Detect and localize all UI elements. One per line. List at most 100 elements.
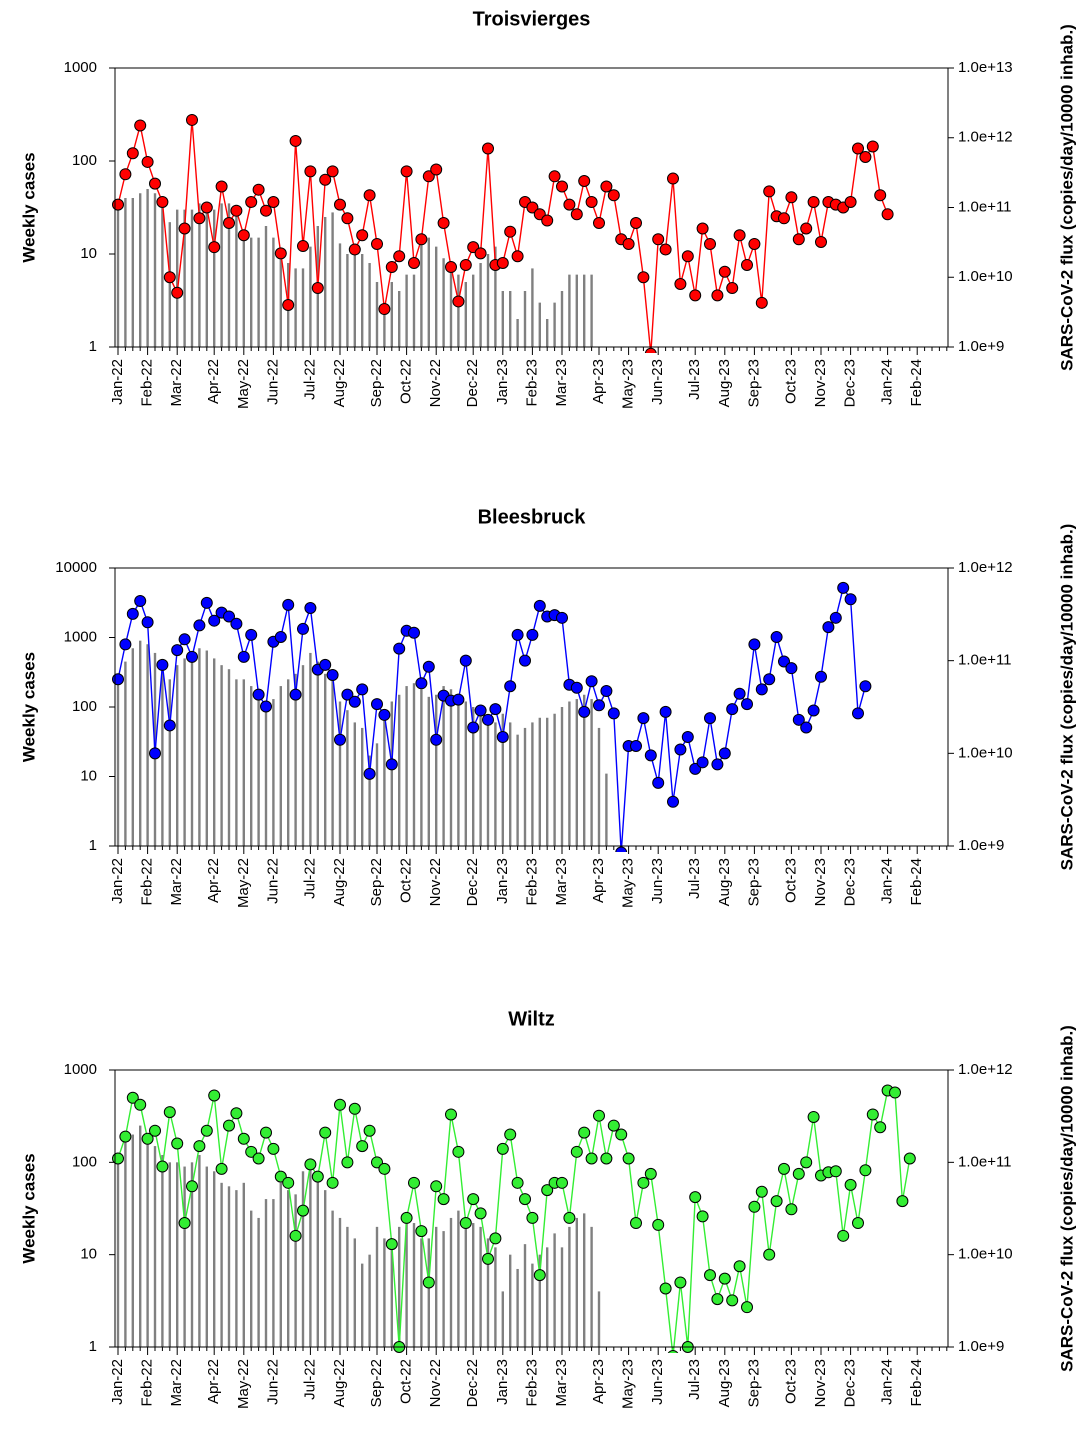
bar xyxy=(331,212,334,347)
flux-point xyxy=(585,195,598,208)
flux-point xyxy=(304,165,317,178)
flux-point xyxy=(408,626,420,639)
bar xyxy=(272,237,275,347)
bar xyxy=(442,686,445,846)
y-tick-label: 1 xyxy=(89,837,97,854)
flux-point xyxy=(230,1107,243,1120)
bar xyxy=(472,1223,475,1347)
bar xyxy=(227,1186,231,1347)
x-tick-label: Jul-22 xyxy=(301,858,318,899)
flux-point xyxy=(200,201,213,214)
x-tick-label: Feb-23 xyxy=(523,858,540,906)
flux-point xyxy=(297,622,309,635)
flux-point xyxy=(778,655,790,668)
flux-point xyxy=(319,658,332,671)
bar xyxy=(190,1162,194,1347)
bar xyxy=(131,198,134,347)
x-tick-label: Jan-22 xyxy=(109,1359,126,1405)
y-tick-label: 1000 xyxy=(64,59,97,76)
flux-point xyxy=(356,1140,369,1153)
flux-point xyxy=(778,212,790,225)
flux-point xyxy=(504,680,517,693)
x-tick-label: Nov-22 xyxy=(427,858,444,906)
flux-point xyxy=(741,1301,753,1314)
x-tick-label: May-23 xyxy=(620,359,637,409)
flux-point xyxy=(607,189,620,202)
flux-point xyxy=(778,1162,790,1175)
flux-point xyxy=(496,1142,509,1155)
flux-point xyxy=(711,289,724,302)
bar xyxy=(301,1171,305,1347)
y2-tick-label: 1.0e+9 xyxy=(958,338,1004,355)
bar xyxy=(198,203,201,347)
bar xyxy=(220,1182,223,1347)
flux-point xyxy=(171,286,184,299)
bar xyxy=(560,291,564,347)
x-tick-label: Oct-22 xyxy=(398,359,415,404)
flux-point xyxy=(704,1269,716,1282)
y-axis-label: Weekly cases xyxy=(19,1153,38,1263)
bar xyxy=(375,1226,379,1347)
flux-point xyxy=(319,1126,332,1139)
flux-point xyxy=(326,165,339,178)
x-tick-label: Aug-23 xyxy=(716,359,733,407)
flux-point xyxy=(696,1210,709,1223)
flux-point xyxy=(134,119,147,132)
y-tick-label: 10 xyxy=(80,245,97,262)
flux-point xyxy=(422,1276,435,1289)
bar xyxy=(116,1162,120,1347)
flux-point xyxy=(659,705,672,718)
bar xyxy=(538,302,541,347)
bar xyxy=(575,1217,578,1347)
flux-point xyxy=(341,212,354,225)
bar xyxy=(309,652,312,846)
x-tick-label: Jul-22 xyxy=(301,359,318,400)
flux-point xyxy=(585,675,598,688)
bar xyxy=(383,713,386,846)
flux-point xyxy=(252,183,265,196)
bar xyxy=(205,203,208,347)
bar xyxy=(361,727,364,846)
x-tick-label: May-22 xyxy=(235,359,252,409)
flux-point xyxy=(741,698,753,711)
bar xyxy=(235,679,238,846)
flux-point xyxy=(718,265,731,278)
flux-point xyxy=(356,683,369,696)
x-tick-label: Aug-22 xyxy=(331,858,348,906)
x-tick-label: Apr-22 xyxy=(205,359,222,404)
flux-point xyxy=(866,1108,879,1121)
flux-point xyxy=(637,271,650,284)
bar xyxy=(176,665,179,846)
flux-point xyxy=(459,1217,472,1230)
flux-point xyxy=(267,195,280,208)
x-tick-label: Jul-23 xyxy=(686,858,703,899)
bar xyxy=(316,661,319,846)
bar xyxy=(168,679,171,846)
flux-point xyxy=(874,189,887,202)
flux-point xyxy=(593,699,605,712)
flux-point xyxy=(348,243,361,256)
bar xyxy=(301,268,305,347)
flux-point xyxy=(526,201,539,214)
bar xyxy=(494,246,497,347)
flux-point xyxy=(541,1184,554,1197)
flux-point xyxy=(149,747,161,760)
flux-point xyxy=(489,1232,502,1245)
flux-point xyxy=(193,212,206,225)
flux-point xyxy=(311,282,324,295)
flux-point xyxy=(119,638,132,651)
bar xyxy=(509,1254,512,1347)
flux-point xyxy=(556,1176,568,1189)
bar xyxy=(250,1210,253,1347)
flux-point xyxy=(126,607,139,620)
flux-point xyxy=(644,1167,657,1180)
bar xyxy=(242,1182,245,1347)
flux-point xyxy=(874,1121,887,1134)
flux-point xyxy=(341,1156,354,1169)
flux-point xyxy=(274,631,287,644)
bar xyxy=(272,699,275,846)
flux-point xyxy=(541,214,554,227)
flux-point xyxy=(748,237,761,250)
bar xyxy=(575,699,578,846)
bar xyxy=(205,650,208,846)
